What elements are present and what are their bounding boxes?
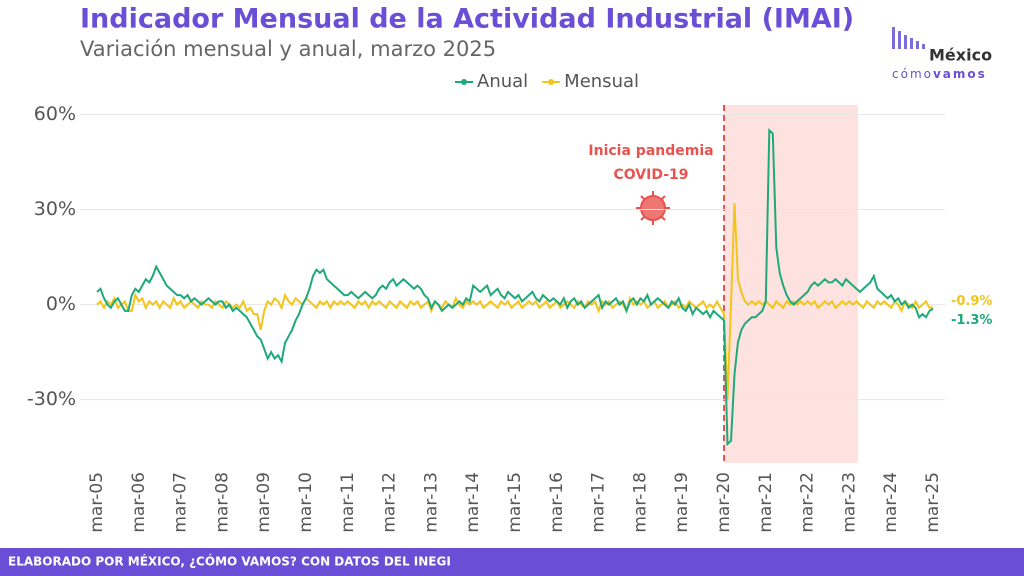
x-tick-label: mar-15 [505,472,525,533]
chart-title: Indicador Mensual de la Actividad Indust… [80,4,854,35]
y-tick-label: -30% [27,388,76,410]
x-tick-label: mar-17 [589,472,609,533]
virus-icon [636,191,670,225]
annotation: Inicia pandemia [588,143,713,159]
x-tick-label: mar-10 [296,472,316,533]
logo: México cómovamos [892,27,992,81]
y-tick-label: 0% [46,293,76,315]
x-tick-label: mar-22 [798,472,818,533]
value-label: -0.9% [951,294,992,309]
logo-tagline: cómovamos [892,67,987,81]
footer-bar [0,548,1024,576]
x-tick-label: mar-19 [672,472,692,533]
line-mensual [96,203,934,400]
x-tick-label: mar-13 [421,472,441,533]
x-tick-label: mar-20 [714,472,734,533]
x-tick-label: mar-08 [212,472,232,533]
x-tick-label: mar-24 [881,472,901,533]
x-tick-label: mar-23 [839,472,859,533]
x-tick-label: mar-06 [129,472,149,533]
line-anual [96,128,934,447]
legend-dot [461,79,467,85]
annotation: COVID-19 [613,167,688,183]
x-tick-label: mar-12 [380,472,400,533]
y-tick-label: 60% [34,103,76,125]
x-tick-label: mar-09 [254,472,274,533]
x-tick-label: mar-07 [171,472,191,533]
logo-tagline-b: vamos [933,67,987,81]
logo-tagline-a: cómo [892,67,933,81]
x-tick-label: mar-25 [923,472,943,533]
pandemic-shade [724,105,858,463]
x-tick-label: mar-21 [756,472,776,533]
logo-name: México [929,46,992,65]
y-tick-label: 30% [34,198,76,220]
footer-source: ELABORADO POR MÉXICO, ¿CÓMO VAMOS? CON D… [8,554,451,569]
x-tick-label: mar-11 [338,472,358,533]
x-tick-label: mar-18 [630,472,650,533]
chart-subtitle: Variación mensual y anual, marzo 2025 [80,37,496,61]
x-tick-label: mar-05 [87,472,107,533]
x-tick-label: mar-14 [463,472,483,533]
legend-dot [548,79,555,85]
legend-label: Mensual [564,71,639,92]
legend-label: Anual [477,71,528,92]
value-label: -1.3% [951,313,992,328]
x-tick-label: mar-16 [547,472,567,533]
